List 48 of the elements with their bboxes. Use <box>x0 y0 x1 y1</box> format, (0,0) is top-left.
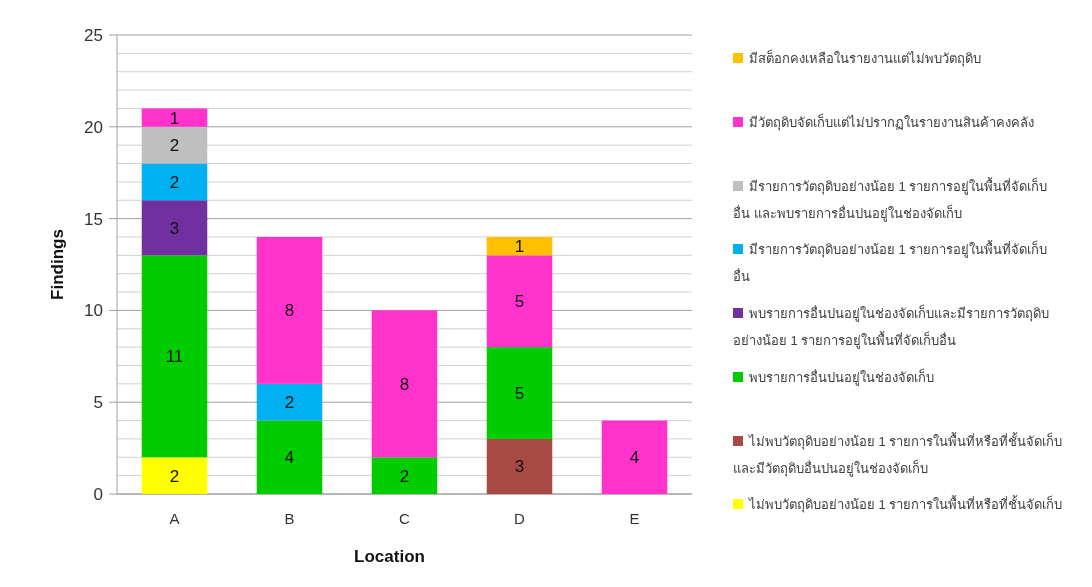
data-label: 1 <box>169 108 180 128</box>
y-tick-label: 0 <box>93 485 103 504</box>
data-label: 3 <box>514 457 525 477</box>
data-label: 5 <box>514 384 525 404</box>
bar <box>256 236 323 384</box>
data-label: 2 <box>169 466 180 486</box>
legend-label: พบรายการอื่นปนอยู่ในช่องจัดเก็บและมีรายการวัตถุดิบอย่างน้อย 1 รายการอยู่ในพื้นที่จัดเก็บอื่น <box>733 306 1049 348</box>
y-tick-label: 10 <box>84 301 103 321</box>
y-tick-label: 5 <box>93 393 103 413</box>
bar <box>601 420 668 494</box>
data-label: 2 <box>399 466 410 486</box>
y-tick-label: 20 <box>84 117 103 137</box>
bar <box>486 255 553 348</box>
bar <box>256 383 323 421</box>
x-tick-label: B <box>284 510 295 527</box>
data-label: 11 <box>165 347 184 367</box>
data-label: 3 <box>169 218 180 238</box>
data-label: 8 <box>284 301 295 321</box>
bar <box>141 255 208 458</box>
bar <box>371 310 438 458</box>
data-label: 2 <box>169 172 180 192</box>
bar <box>256 420 323 494</box>
x-tick-label: A <box>169 510 180 527</box>
bar <box>486 347 553 439</box>
legend-label: ไม่พบวัตถุดิบอย่างน้อย 1 รายการในพื้นที่หรือที่ชั้นจัดเก็บ และมีวัตถุดิบอื่นปนอยู่ในช่องจัดเก็บ <box>733 433 1063 476</box>
data-label: 1 <box>514 237 525 257</box>
legend-label: พบรายการอื่นปนอยู่ในช่องจัดเก็บ <box>749 369 934 385</box>
legend-label: ไม่พบวัตถุดิบอย่างน้อย 1 รายการในพื้นที่หรือที่ชั้นจัดเก็บ <box>749 497 1063 513</box>
y-tick-label: 15 <box>84 209 103 229</box>
legend-label: มีรายการวัตถุดิบอย่างน้อย 1 รายการอยู่ในพื้นที่จัดเก็บอื่น <box>733 242 1048 285</box>
data-label: 5 <box>514 292 525 312</box>
bar <box>141 163 208 201</box>
data-label: 4 <box>284 448 295 468</box>
x-tick-label: C <box>399 510 411 527</box>
bar <box>141 108 208 127</box>
x-tick-label: D <box>514 510 526 527</box>
legend-label: มีรายการวัตถุดิบอย่างน้อย 1 รายการอยู่ในพื้นที่จัดเก็บอื่น และพบรายการอื่นปนอยู่ในช่องจัดเก็บ <box>733 178 1048 221</box>
legend-label: มีวัตถุดิบจัดเก็บแต่ไม่ปรากฏในรายงานสินค้าคงคลัง <box>749 114 1034 130</box>
legend-label: มีสต็อกคงเหลือในรายงานแต่ไม่พบวัตถุดิบ <box>749 51 981 66</box>
data-label: 2 <box>169 136 180 156</box>
bar <box>371 457 438 494</box>
x-axis-title: Location <box>354 547 425 566</box>
data-label: 2 <box>284 393 295 413</box>
y-tick-label: 25 <box>84 26 103 45</box>
x-tick-label: E <box>629 510 640 527</box>
data-label: 4 <box>629 448 640 468</box>
y-axis-title: Findings <box>48 229 67 300</box>
data-label: 8 <box>399 374 410 394</box>
